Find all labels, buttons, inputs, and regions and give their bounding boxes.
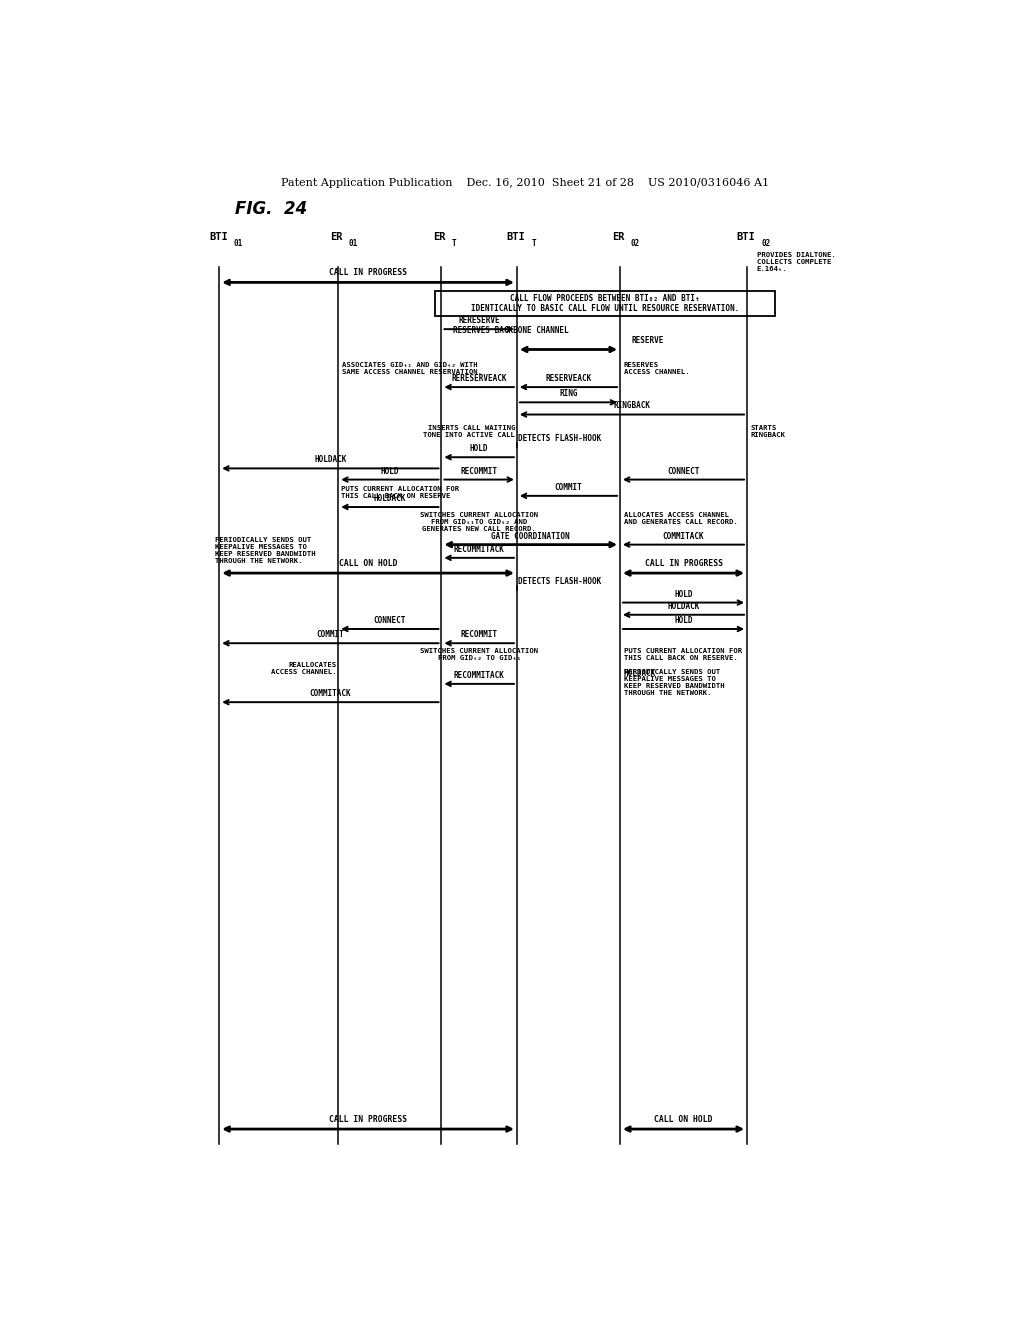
Text: RECOMMITACK: RECOMMITACK: [454, 671, 505, 680]
Text: RERESERVE: RERESERVE: [459, 315, 500, 325]
Text: DETECTS FLASH-HOOK: DETECTS FLASH-HOOK: [518, 577, 602, 586]
Text: RING: RING: [559, 389, 578, 399]
Text: ER: ER: [433, 232, 446, 242]
Text: RERESERVEACK: RERESERVEACK: [452, 374, 507, 383]
Text: INSERTS CALL WAITING
TONE INTO ACTIVE CALL: INSERTS CALL WAITING TONE INTO ACTIVE CA…: [423, 425, 515, 438]
Text: 01: 01: [233, 239, 243, 248]
Text: CONNECT: CONNECT: [374, 616, 407, 624]
Text: PERIODICALLY SENDS OUT
KEEPALIVE MESSAGES TO
KEEP RESERVED BANDWIDTH
THROUGH THE: PERIODICALLY SENDS OUT KEEPALIVE MESSAGE…: [624, 669, 725, 696]
Text: ER: ER: [331, 232, 343, 242]
Text: SWITCHES CURRENT ALLOCATION
FROM GIDₜ₂ TO GIDₜ₁: SWITCHES CURRENT ALLOCATION FROM GIDₜ₂ T…: [420, 648, 539, 661]
Text: COMMITACK: COMMITACK: [309, 689, 351, 698]
Text: CALL ON HOLD: CALL ON HOLD: [654, 1115, 713, 1125]
Text: Patent Application Publication    Dec. 16, 2010  Sheet 21 of 28    US 2010/03160: Patent Application Publication Dec. 16, …: [281, 178, 769, 187]
Text: HOLDACK: HOLDACK: [374, 494, 407, 503]
Text: BTI: BTI: [209, 232, 227, 242]
Text: CALL ON HOLD: CALL ON HOLD: [339, 558, 397, 568]
Text: ASSOCIATES GIDₜ₁ AND GIDₜ₂ WITH
SAME ACCESS CHANNEL RESERVATION.: ASSOCIATES GIDₜ₁ AND GIDₜ₂ WITH SAME ACC…: [342, 362, 482, 375]
Text: ER: ER: [612, 232, 625, 242]
Text: DETECTS FLASH-HOOK: DETECTS FLASH-HOOK: [518, 434, 602, 444]
Text: PUTS CURRENT ALLOCATION FOR
THIS CALL BACK ON RESERVE: PUTS CURRENT ALLOCATION FOR THIS CALL BA…: [341, 486, 459, 499]
Text: HOLDACK: HOLDACK: [314, 455, 346, 465]
Text: RESERVEACK: RESERVEACK: [546, 374, 592, 383]
Text: SWITCHES CURRENT ALLOCATION
FROM GIDₜ₁TO GIDₜ₂ AND
GENERATES NEW CALL RECORD.: SWITCHES CURRENT ALLOCATION FROM GIDₜ₁TO…: [420, 512, 539, 532]
Text: STARTS
RINGBACK: STARTS RINGBACK: [751, 425, 786, 438]
Text: PROVIDES DIALTONE.
COLLECTS COMPLETE
E.164ₜ.: PROVIDES DIALTONE. COLLECTS COMPLETE E.1…: [757, 252, 836, 272]
Text: RECOMMITACK: RECOMMITACK: [454, 545, 505, 554]
Text: RECOMMIT: RECOMMIT: [461, 466, 498, 475]
Text: COMMIT: COMMIT: [316, 630, 344, 639]
Text: RINGBACK: RINGBACK: [613, 401, 650, 411]
Text: HOLD: HOLD: [674, 590, 693, 598]
Text: HOLD: HOLD: [674, 616, 693, 624]
Text: HOLDACK: HOLDACK: [668, 602, 699, 611]
Text: RESERVES
ACCESS CHANNEL.: RESERVES ACCESS CHANNEL.: [624, 362, 689, 375]
Text: BTI: BTI: [736, 232, 756, 242]
Text: GATE COORDINATION: GATE COORDINATION: [492, 532, 570, 541]
Text: PUTS CURRENT ALLOCATION FOR
THIS CALL BACK ON RESERVE.: PUTS CURRENT ALLOCATION FOR THIS CALL BA…: [624, 648, 742, 661]
Text: COMMIT: COMMIT: [555, 483, 583, 492]
Text: RESERVE: RESERVE: [632, 337, 665, 346]
Text: T: T: [452, 239, 457, 248]
Text: FIG.  24: FIG. 24: [236, 201, 307, 218]
Text: BTI: BTI: [507, 232, 525, 242]
Text: PERIODICALLY SENDS OUT
KEEPALIVE MESSAGES TO
KEEP RESERVED BANDWIDTH
THROUGH THE: PERIODICALLY SENDS OUT KEEPALIVE MESSAGE…: [215, 536, 316, 564]
Text: T: T: [531, 239, 536, 248]
Text: CONNECT: CONNECT: [668, 466, 699, 475]
Text: 02: 02: [631, 239, 640, 248]
Text: ALLOCATES ACCESS CHANNEL
AND GENERATES CALL RECORD.: ALLOCATES ACCESS CHANNEL AND GENERATES C…: [624, 512, 737, 525]
Text: HOLD: HOLD: [470, 444, 488, 453]
Text: CALL IN PROGRESS: CALL IN PROGRESS: [329, 1115, 408, 1125]
Text: REALLOCATES
ACCESS CHANNEL.: REALLOCATES ACCESS CHANNEL.: [271, 661, 337, 675]
Bar: [435, 290, 775, 315]
Text: RESERVES BACKBONE CHANNEL: RESERVES BACKBONE CHANNEL: [453, 326, 568, 335]
Text: RECOMMIT: RECOMMIT: [461, 630, 498, 639]
Text: CALL IN PROGRESS: CALL IN PROGRESS: [644, 558, 723, 568]
Text: HOLDACK: HOLDACK: [624, 669, 656, 677]
Text: CALL IN PROGRESS: CALL IN PROGRESS: [329, 268, 408, 277]
Text: 02: 02: [761, 239, 770, 248]
Text: COMMITACK: COMMITACK: [663, 532, 705, 541]
Text: 01: 01: [348, 239, 357, 248]
Text: CALL FLOW PROCEEDS BETWEEN BTI₀₂ AND BTIₜ
IDENTICALLY TO BASIC CALL FLOW UNTIL R: CALL FLOW PROCEEDS BETWEEN BTI₀₂ AND BTI…: [471, 293, 739, 313]
Text: HOLD: HOLD: [381, 466, 399, 475]
